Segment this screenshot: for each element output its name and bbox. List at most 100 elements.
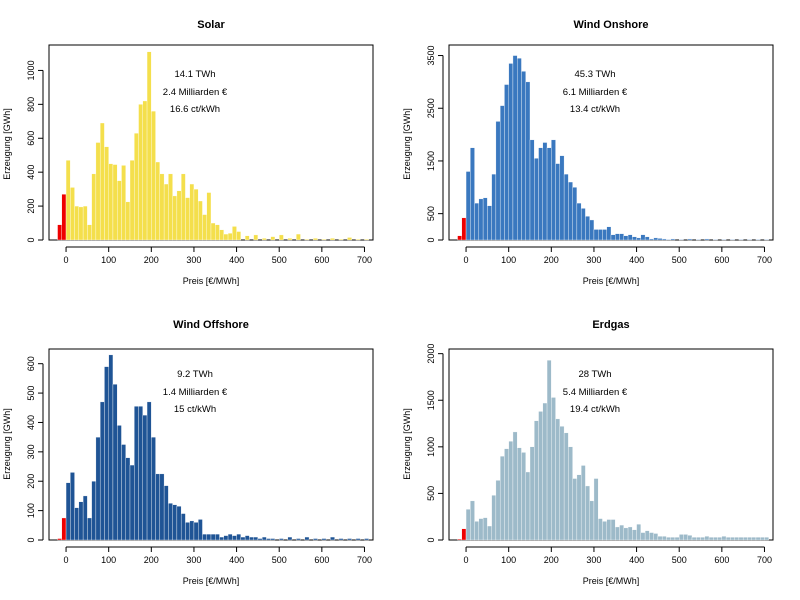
x-axis-label: Preis [€/MWh] bbox=[183, 576, 240, 586]
histogram-bar bbox=[465, 509, 471, 541]
histogram-bar bbox=[742, 537, 748, 541]
histogram-bar bbox=[215, 533, 220, 541]
y-tick-label: 200 bbox=[26, 199, 36, 214]
histogram-bar bbox=[227, 233, 233, 241]
histogram-bar bbox=[593, 229, 599, 241]
histogram-bar bbox=[512, 55, 518, 241]
y-tick-label: 3500 bbox=[426, 46, 436, 66]
histogram-bar bbox=[619, 233, 624, 241]
histogram-bar bbox=[661, 536, 667, 541]
y-tick-label: 1500 bbox=[426, 390, 436, 410]
x-tick-label: 500 bbox=[672, 555, 687, 565]
histogram-bar bbox=[580, 208, 586, 241]
histogram-bar bbox=[619, 524, 624, 541]
histogram-bar bbox=[538, 147, 543, 241]
histogram-bar bbox=[512, 431, 518, 541]
histogram-bar bbox=[313, 238, 318, 241]
x-tick-label: 600 bbox=[314, 255, 329, 265]
histogram-bar bbox=[159, 173, 165, 241]
y-tick-label: 500 bbox=[426, 486, 436, 501]
histogram-bar bbox=[649, 532, 654, 541]
histogram-bar bbox=[627, 526, 633, 541]
histogram-bar bbox=[495, 121, 501, 241]
chart-title: Wind Offshore bbox=[173, 319, 249, 331]
histogram-bar bbox=[210, 222, 216, 241]
histogram-bar bbox=[713, 537, 718, 541]
histogram-bar bbox=[717, 537, 723, 541]
histogram-bar bbox=[168, 173, 173, 241]
x-tick-label: 600 bbox=[714, 255, 729, 265]
panel-wind-onshore: Wind Onshore 45.3 TWh 6.1 Milliarden € 1… bbox=[402, 19, 774, 286]
histogram-bar bbox=[508, 63, 514, 241]
histogram-bar bbox=[499, 455, 505, 541]
x-tick-label: 300 bbox=[586, 255, 601, 265]
histogram-bar bbox=[223, 233, 229, 241]
histogram-bar bbox=[555, 163, 561, 241]
chart-title: Solar bbox=[197, 19, 225, 31]
histogram-bar bbox=[146, 401, 152, 541]
y-tick-label: 500 bbox=[426, 206, 436, 221]
histogram-bar bbox=[142, 414, 148, 541]
histogram-bar bbox=[61, 194, 67, 241]
histogram-bar bbox=[321, 238, 327, 241]
histogram-bar bbox=[653, 533, 659, 541]
y-tick-label: 600 bbox=[26, 131, 36, 146]
x-tick-label: 400 bbox=[229, 255, 244, 265]
histogram-bar bbox=[151, 436, 156, 541]
x-tick-label: 600 bbox=[314, 555, 329, 565]
histogram-bar bbox=[202, 533, 207, 541]
histogram-bar bbox=[104, 366, 109, 541]
x-tick-label: 300 bbox=[186, 555, 201, 565]
histogram-bar bbox=[129, 464, 135, 541]
histogram-bar bbox=[542, 142, 548, 241]
panel-wind-offshore: Wind Offshore 9.2 TWh 1.4 Milliarden € 1… bbox=[2, 319, 374, 586]
annotation-twh: 9.2 TWh bbox=[177, 369, 213, 380]
histogram-bar bbox=[610, 519, 616, 541]
histogram-bar bbox=[215, 224, 220, 241]
histogram-bar bbox=[691, 537, 697, 541]
histogram-bar bbox=[751, 537, 757, 541]
histogram-bar bbox=[355, 538, 361, 541]
histogram-bar bbox=[121, 165, 126, 241]
x-tick-label: 700 bbox=[357, 255, 372, 265]
x-tick-label: 400 bbox=[629, 255, 644, 265]
histogram-bar bbox=[670, 537, 676, 541]
histogram-bar bbox=[134, 132, 139, 241]
histogram-bar bbox=[610, 234, 616, 241]
histogram-bar bbox=[563, 432, 569, 541]
histogram-bar bbox=[57, 224, 62, 241]
histogram-bar bbox=[534, 420, 539, 541]
histogram-bar bbox=[65, 160, 71, 241]
histogram-bar bbox=[653, 237, 659, 241]
histogram-bar bbox=[108, 354, 114, 541]
x-tick-label: 700 bbox=[357, 555, 372, 565]
histogram-bar bbox=[180, 173, 186, 241]
histogram-bar bbox=[146, 51, 152, 241]
x-axis-label: Preis [€/MWh] bbox=[183, 276, 240, 286]
histogram-bar bbox=[721, 239, 727, 241]
histogram-bar bbox=[589, 500, 595, 541]
histogram-bar bbox=[261, 536, 267, 541]
histogram-bar bbox=[661, 238, 667, 241]
x-tick-label: 300 bbox=[586, 555, 601, 565]
y-axis-label: Erzeugung [GWh] bbox=[2, 108, 12, 180]
histogram-bar bbox=[457, 235, 462, 241]
histogram-bar bbox=[725, 537, 731, 541]
histogram-bar bbox=[461, 528, 467, 541]
histogram-bar bbox=[632, 236, 637, 241]
histogram-bar bbox=[57, 538, 62, 541]
histogram-bar bbox=[696, 537, 701, 541]
y-tick-label: 1000 bbox=[26, 60, 36, 80]
histogram-bar bbox=[542, 402, 548, 541]
histogram-bar bbox=[206, 192, 212, 241]
histogram-bar bbox=[640, 234, 646, 241]
histogram-bar bbox=[568, 446, 573, 541]
histogram-bar bbox=[679, 239, 684, 241]
histogram-bar bbox=[82, 495, 88, 541]
histogram-bar bbox=[589, 219, 595, 241]
histogram-bar bbox=[534, 158, 539, 241]
histogram-bar bbox=[474, 521, 480, 541]
histogram-bar bbox=[270, 538, 276, 541]
x-tick-label: 700 bbox=[757, 555, 772, 565]
